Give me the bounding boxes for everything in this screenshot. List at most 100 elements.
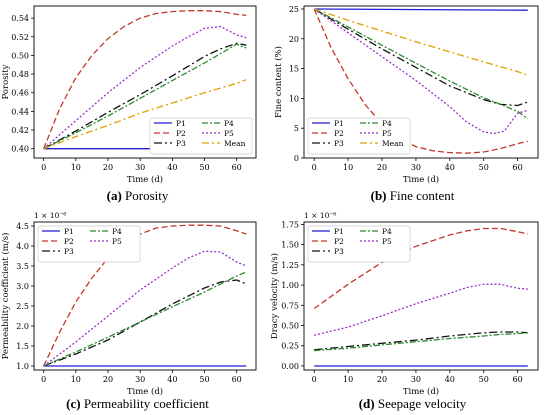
y-tick-label: 0.00 bbox=[281, 362, 299, 371]
plot-frame bbox=[33, 221, 257, 371]
legend-label-p5: P5 bbox=[382, 237, 392, 246]
y-tick-label: 0.44 bbox=[11, 107, 29, 116]
y-tick-label: 25 bbox=[289, 5, 299, 14]
series-line-mean bbox=[313, 8, 529, 76]
y-tick-label: 0 bbox=[294, 154, 299, 163]
series-line-p3 bbox=[313, 8, 529, 107]
x-tick-label: 30 bbox=[135, 375, 145, 384]
legend-label-p4: P4 bbox=[382, 119, 392, 128]
x-tick-label: 30 bbox=[411, 375, 421, 384]
legend-label-p2: P2 bbox=[334, 129, 344, 138]
y-tick-label: 4.5 bbox=[16, 222, 29, 231]
legend-label-p1: P1 bbox=[64, 227, 74, 236]
legend-label-p3: P3 bbox=[64, 247, 74, 256]
y-tick-label: 3.5 bbox=[16, 262, 29, 271]
x-tick-label: 60 bbox=[513, 375, 523, 384]
series-line-p4 bbox=[313, 8, 529, 120]
x-tick-label: 20 bbox=[377, 375, 387, 384]
chart-b: 0 10 20 30 40 50 60 0 5 10 15 20 25 Time (d) Fine cont… bbox=[273, 5, 539, 185]
y-tick-label: 1.5 bbox=[16, 342, 29, 351]
series-line-p5 bbox=[314, 283, 528, 336]
x-tick-label: 10 bbox=[71, 375, 81, 384]
caption-d-text: Seepage velocity bbox=[377, 396, 467, 411]
series-line-p2 bbox=[313, 227, 528, 310]
y-tick-label: 1.50 bbox=[281, 241, 299, 250]
y-tick-label: 0.48 bbox=[11, 70, 29, 79]
y-tick-label: 2.0 bbox=[16, 322, 29, 331]
y-tick-label: 3.0 bbox=[16, 282, 29, 291]
x-tick-label: 30 bbox=[411, 163, 421, 172]
y-axis-label: Porosity bbox=[1, 64, 11, 99]
legend-label-p4: P4 bbox=[112, 227, 122, 236]
legend-box bbox=[307, 117, 411, 155]
x-axis-label: Time (d) bbox=[127, 174, 163, 185]
legend-label-p3: P3 bbox=[334, 247, 344, 256]
y-tick-label: 0.52 bbox=[11, 33, 29, 42]
x-tick-label: 0 bbox=[41, 375, 46, 384]
y-tick-label: 0.50 bbox=[281, 322, 299, 331]
x-axis-label: Time (d) bbox=[127, 386, 163, 397]
legend-label-p3: P3 bbox=[176, 139, 186, 148]
x-tick-label: 30 bbox=[135, 163, 145, 172]
legend-label-p1: P1 bbox=[176, 119, 186, 128]
series-line-p5 bbox=[313, 8, 528, 135]
caption-a-label: (a) bbox=[106, 188, 122, 203]
y-tick-label: 0.40 bbox=[11, 145, 29, 154]
caption-b-text: Fine content bbox=[389, 188, 455, 203]
x-tick-label: 0 bbox=[312, 375, 317, 384]
x-tick-label: 60 bbox=[232, 163, 242, 172]
series-line-p2 bbox=[43, 10, 247, 149]
chart-a: 0 10 20 30 40 50 60 0.40 0.42 0.44 0.46 0.48 0.50 0.5… bbox=[1, 5, 257, 185]
legend-box bbox=[307, 225, 411, 263]
y-tick-label: 0.50 bbox=[11, 51, 29, 60]
legend-box bbox=[149, 117, 253, 155]
x-tick-label: 40 bbox=[445, 375, 455, 384]
chart-c: 0 10 20 30 40 50 60 1.0 1.5 2.0 2.5 3.0 3.5 4.0 4.5 Tim… bbox=[0, 211, 257, 397]
caption-b: (b) Fine content bbox=[275, 188, 550, 204]
y-tick-label: 0.54 bbox=[11, 14, 29, 23]
series-line-p2 bbox=[43, 224, 247, 367]
x-tick-label: 10 bbox=[343, 375, 353, 384]
series-line-p3 bbox=[43, 42, 247, 150]
x-tick-label: 60 bbox=[232, 375, 242, 384]
x-tick-label: 40 bbox=[167, 375, 177, 384]
caption-c-label: (c) bbox=[66, 396, 81, 411]
x-tick-label: 20 bbox=[103, 163, 113, 172]
y-axis-label: Fine content (%) bbox=[273, 46, 284, 118]
y-axis-label: Dracy velocity (m/s) bbox=[269, 253, 280, 339]
y-tick-label: 2.5 bbox=[16, 302, 29, 311]
y-tick-label: 0.75 bbox=[281, 301, 299, 310]
x-tick-label: 50 bbox=[199, 163, 209, 172]
x-tick-label: 20 bbox=[103, 375, 113, 384]
legend-box bbox=[37, 225, 141, 263]
series-line-p4 bbox=[43, 271, 247, 367]
caption-a-text: Porosity bbox=[125, 188, 169, 203]
plot-frame bbox=[303, 5, 539, 159]
legend-label-p4: P4 bbox=[382, 227, 392, 236]
caption-b-label: (b) bbox=[370, 188, 387, 203]
x-axis-label: Time (d) bbox=[403, 174, 439, 185]
legend-label-p3: P3 bbox=[334, 139, 344, 148]
legend-label-p5: P5 bbox=[224, 129, 234, 138]
axis-multiplier: 1 × 10⁻⁶ bbox=[34, 211, 66, 220]
legend-label-mean: Mean bbox=[382, 139, 404, 148]
y-tick-label: 0.42 bbox=[11, 126, 29, 135]
x-tick-label: 0 bbox=[41, 163, 46, 172]
plot-frame bbox=[303, 221, 539, 371]
legend-label-p2: P2 bbox=[334, 237, 344, 246]
series-line-mean bbox=[43, 79, 247, 150]
x-tick-label: 60 bbox=[513, 163, 523, 172]
x-tick-label: 10 bbox=[71, 163, 81, 172]
x-tick-label: 50 bbox=[479, 375, 489, 384]
x-axis-label: Time (d) bbox=[403, 386, 439, 397]
y-tick-label: 0.46 bbox=[11, 89, 29, 98]
y-tick-label: 20 bbox=[289, 35, 299, 44]
caption-c-text: Permeability coefficient bbox=[83, 396, 209, 411]
x-tick-label: 40 bbox=[167, 163, 177, 172]
series-line-p3 bbox=[314, 331, 528, 351]
y-tick-label: 5 bbox=[294, 124, 299, 133]
